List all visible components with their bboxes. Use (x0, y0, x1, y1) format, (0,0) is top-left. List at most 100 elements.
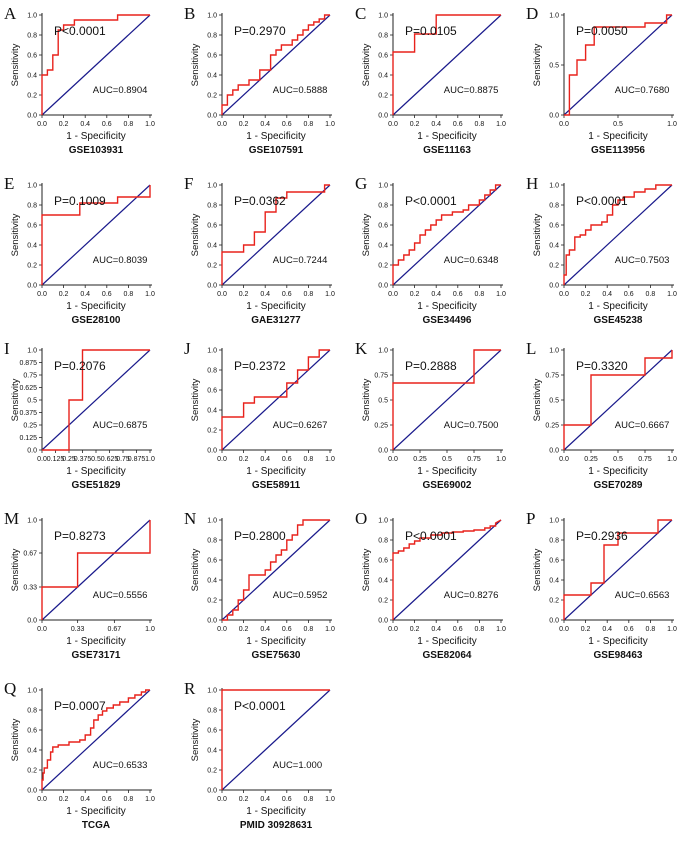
x-axis-label: 1 - Specificity (417, 301, 476, 312)
x-tick-label: 0.375 (74, 456, 92, 463)
y-axis-label: Sensitivity (190, 378, 201, 421)
panel-letter: R (184, 679, 196, 698)
y-tick-label: 0.0 (378, 618, 388, 625)
roc-panel-b: B 0.00.0 0.2 0.2 0.4 0.4 0.6 0.6 0.8 0.8 1.0 1.0 P=0… (184, 4, 335, 156)
x-tick-label: 0.4 (431, 121, 441, 128)
x-tick-label: 0.0 (37, 626, 47, 633)
auc-label: AUC=0.7503 (615, 255, 670, 266)
y-tick-label: 0.4 (378, 578, 388, 585)
x-tick-label: 0.6 (624, 626, 634, 633)
roc-curve (221, 349, 330, 450)
roc-curve (221, 689, 330, 790)
y-tick-label: 0.5 (27, 398, 37, 405)
roc-panel-f: F 0.00.0 0.2 0.2 0.4 0.4 0.6 0.6 0.8 0.8 1.0 1.0 P=0… (184, 174, 335, 326)
x-tick-label: 1.0 (145, 796, 155, 803)
x-tick-label: 0.8 (304, 121, 314, 128)
y-tick-label: 0.6 (27, 728, 37, 735)
y-tick-label: 0.2 (207, 768, 217, 775)
y-tick-label: 0.375 (19, 410, 37, 417)
dataset-title: GSE45238 (594, 315, 643, 326)
y-tick-label: 1.0 (27, 518, 37, 525)
x-tick-label: 1.0 (325, 456, 335, 463)
dataset-title: GSE28100 (72, 315, 121, 326)
x-axis-label: 1 - Specificity (66, 636, 125, 647)
x-tick-label: 0.5 (91, 456, 101, 463)
y-tick-label: 0.4 (549, 243, 559, 250)
x-tick-label: 0.6 (453, 626, 463, 633)
y-tick-label: 0.8 (27, 708, 37, 715)
dataset-title: GSE69002 (423, 480, 472, 491)
y-tick-label: 0.0 (549, 618, 559, 625)
panel-letter: E (4, 174, 14, 193)
p-value-label: P=0.2936 (576, 529, 628, 543)
x-tick-label: 0.8 (124, 291, 134, 298)
x-axis-label: 1 - Specificity (588, 636, 647, 647)
y-axis-label: Sensitivity (532, 378, 543, 421)
y-tick-label: 0.2 (378, 598, 388, 605)
x-axis-label: 1 - Specificity (246, 301, 305, 312)
x-tick-label: 0.4 (602, 626, 612, 633)
x-tick-label: 0.125 (47, 456, 65, 463)
auc-label: AUC=0.6348 (444, 255, 499, 266)
x-tick-label: 1.0 (145, 626, 155, 633)
x-tick-label: 0.0 (217, 626, 227, 633)
y-tick-label: 0.4 (27, 748, 37, 755)
x-tick-label: 0.8 (304, 456, 314, 463)
diagonal-reference-line (563, 519, 673, 621)
panel-letter: B (184, 4, 195, 23)
y-tick-label: 0.75 (545, 373, 559, 380)
y-axis-label: Sensitivity (10, 213, 21, 256)
y-tick-label: 0.6 (27, 53, 37, 60)
roc-panel-h: H 0.00.0 0.2 0.2 0.4 0.4 0.6 0.6 0.8 0.8 1.0 1.0 P<0… (526, 174, 677, 326)
roc-panel-q: Q 0.00.0 0.2 0.2 0.4 0.4 0.6 0.6 0.8 0.8 1.0 1.0 P=0… (4, 679, 155, 831)
y-tick-label: 0.0 (378, 283, 388, 290)
y-tick-label: 0.0 (207, 283, 217, 290)
roc-panel-c: C 0.00.0 0.2 0.2 0.4 0.4 0.6 0.6 0.8 0.8 1.0 1.0 P=0… (355, 4, 506, 156)
y-tick-label: 0.2 (27, 768, 37, 775)
y-tick-label: 1.0 (207, 518, 217, 525)
y-tick-label: 0.6 (207, 223, 217, 230)
y-tick-label: 0.8 (27, 33, 37, 40)
x-tick-label: 0.8 (475, 291, 485, 298)
x-tick-label: 0.0 (559, 121, 569, 128)
x-tick-label: 0.4 (431, 291, 441, 298)
diagonal-reference-line (563, 14, 673, 116)
x-tick-label: 0.0 (37, 456, 47, 463)
roc-curve (392, 519, 502, 620)
x-axis-label: 1 - Specificity (66, 301, 125, 312)
diagonal-reference-line (221, 349, 331, 451)
roc-panel-g: G 0.00.0 0.2 0.2 0.4 0.4 0.6 0.6 0.8 0.8 1.0 1.0 P<0… (355, 174, 506, 326)
roc-panel-d: D 0.00.0 0.5 0.5 1.0 1.0 P=0.0050 AUC=0.7680 1 -… (526, 4, 677, 156)
y-tick-label: 0.2 (549, 598, 559, 605)
x-tick-label: 0.8 (304, 626, 314, 633)
y-tick-label: 0.25 (374, 423, 388, 430)
auc-label: AUC=0.5888 (273, 85, 328, 96)
roc-panel-n: N 0.00.0 0.2 0.2 0.4 0.4 0.6 0.6 0.8 0.8 1.0 1.0 P=0… (184, 509, 335, 661)
y-tick-label: 1.0 (207, 13, 217, 20)
auc-label: AUC=0.8039 (93, 255, 148, 266)
y-tick-label: 0.25 (545, 423, 559, 430)
y-tick-label: 0.4 (207, 578, 217, 585)
x-tick-label: 0.8 (124, 121, 134, 128)
x-tick-label: 0.25 (584, 456, 598, 463)
diagonal-reference-line (41, 184, 151, 286)
y-tick-label: 0.6 (378, 558, 388, 565)
y-tick-label: 0.0 (549, 448, 559, 455)
p-value-label: P=0.0007 (54, 699, 106, 713)
x-tick-label: 0.2 (581, 291, 591, 298)
y-tick-label: 1.0 (27, 688, 37, 695)
auc-label: AUC=0.7244 (273, 255, 328, 266)
x-tick-label: 0.2 (239, 796, 249, 803)
x-tick-label: 1.0 (496, 291, 506, 298)
y-axis-label: Sensitivity (190, 43, 201, 86)
y-axis-label: Sensitivity (10, 378, 21, 421)
x-tick-label: 0.67 (108, 626, 122, 633)
y-tick-label: 0.0 (378, 448, 388, 455)
x-tick-label: 0.0 (388, 291, 398, 298)
x-tick-label: 0.0 (37, 121, 47, 128)
dataset-title: GSE103931 (69, 145, 124, 156)
roc-curve (41, 185, 151, 285)
p-value-label: P=0.8273 (54, 529, 106, 543)
p-value-label: P=0.2970 (234, 24, 286, 38)
roc-curve (563, 184, 672, 285)
